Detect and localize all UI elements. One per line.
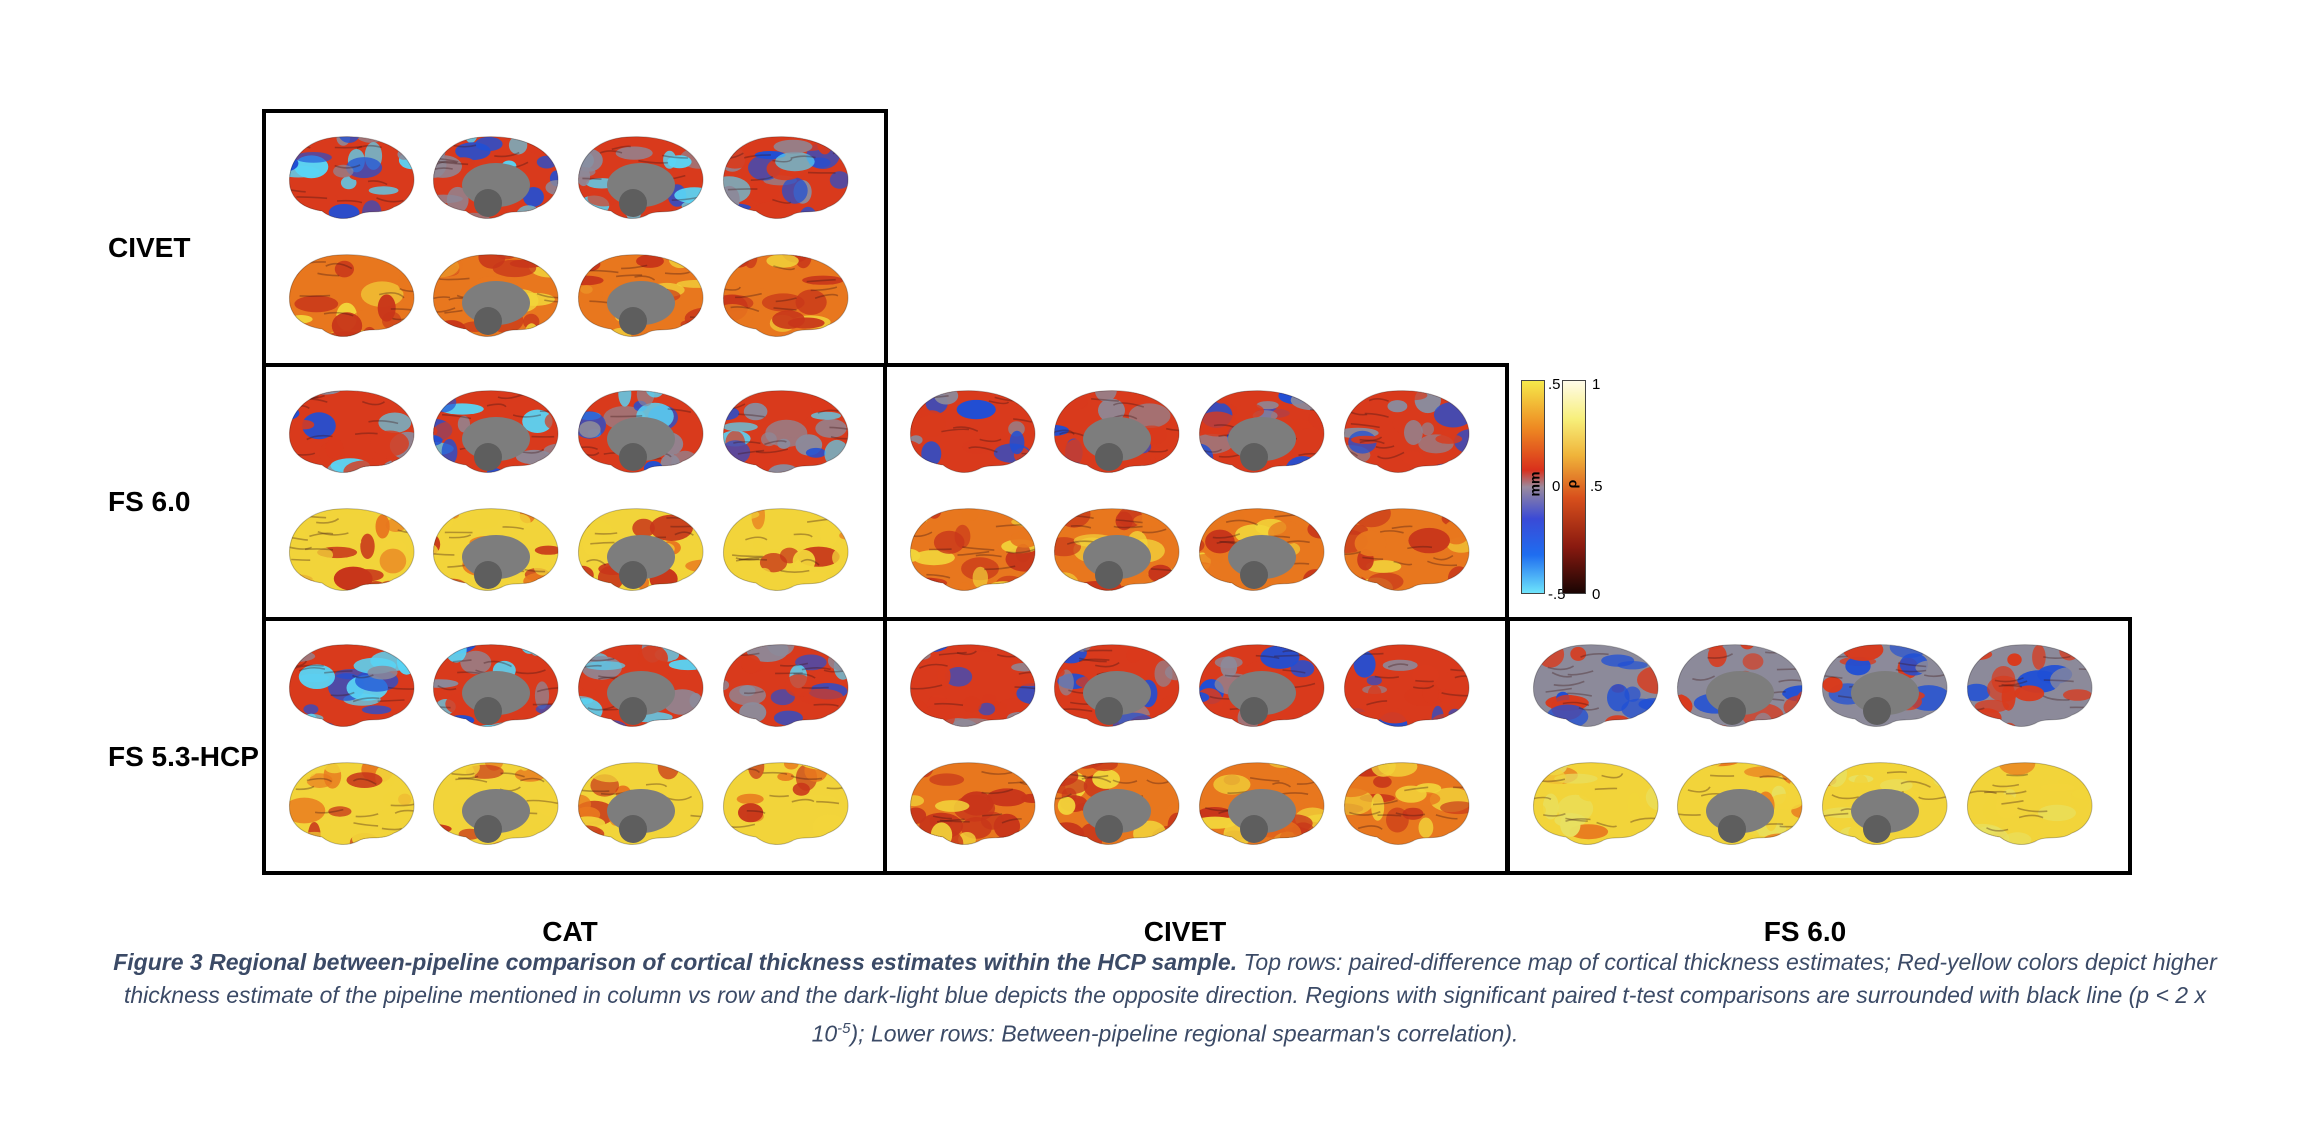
- correlation-map-1: [903, 755, 1039, 851]
- correlation-map-2: [426, 247, 562, 343]
- correlation-map-2: [426, 755, 562, 851]
- correlation-map-1: [282, 501, 418, 597]
- colorbar-corr-min: 0: [1592, 586, 1601, 603]
- difference-map-1: [282, 129, 418, 225]
- colorbar-diff-mid: 0: [1552, 478, 1561, 495]
- difference-map-3: [571, 383, 707, 479]
- difference-map-3: [1815, 637, 1951, 733]
- panel-fs-5-3-hcp-vs-cat: [262, 617, 888, 875]
- caption-text-1: Top rows: paired-difference map of corti…: [124, 949, 2217, 1047]
- difference-map-1: [282, 383, 418, 479]
- colorbar-diff-max: .5: [1548, 376, 1561, 393]
- difference-map-2: [426, 637, 562, 733]
- difference-map-1: [282, 637, 418, 733]
- correlation-map-4: [716, 501, 852, 597]
- correlation-map-1: [282, 247, 418, 343]
- difference-map-3: [571, 129, 707, 225]
- difference-map-4: [1337, 383, 1473, 479]
- difference-map-2: [1047, 637, 1183, 733]
- correlation-map-1: [282, 755, 418, 851]
- row-label-fs53hcp: FS 5.3-HCP: [108, 741, 259, 772]
- correlation-map-2: [426, 501, 562, 597]
- panel-civet-vs-cat: [262, 109, 888, 367]
- panel-fs-5-3-hcp-vs-fs-6-0: [1506, 617, 2132, 875]
- caption-text-2: ); Lower rows: Between-pipeline regional…: [850, 1020, 1519, 1047]
- correlation-map-3: [1815, 755, 1951, 851]
- correlation-map-2: [1047, 501, 1183, 597]
- colorbar-corr-unit: ρ: [1563, 479, 1580, 489]
- difference-map-3: [571, 637, 707, 733]
- panel-fs-6-0-vs-civet: [883, 363, 1509, 621]
- figure-caption: Figure 3 Regional between-pipeline compa…: [110, 946, 2220, 1051]
- difference-map-4: [1337, 637, 1473, 733]
- difference-map-4: [716, 383, 852, 479]
- colorbar-corr-mid: .5: [1590, 478, 1603, 495]
- difference-map-4: [716, 637, 852, 733]
- panel-fs-5-3-hcp-vs-civet: [883, 617, 1509, 875]
- difference-map-3: [1192, 383, 1328, 479]
- correlation-map-3: [1192, 755, 1328, 851]
- correlation-map-4: [1337, 501, 1473, 597]
- correlation-map-4: [716, 247, 852, 343]
- difference-map-2: [426, 129, 562, 225]
- difference-map-2: [426, 383, 562, 479]
- difference-map-1: [903, 383, 1039, 479]
- difference-map-1: [1526, 637, 1662, 733]
- col-label-cat: CAT: [542, 916, 598, 947]
- correlation-map-3: [571, 755, 707, 851]
- difference-map-1: [903, 637, 1039, 733]
- correlation-map-4: [1960, 755, 2096, 851]
- colorbar-corr-gradient: [1562, 380, 1586, 594]
- correlation-map-3: [571, 501, 707, 597]
- row-label-civet: CIVET: [108, 232, 191, 263]
- difference-map-2: [1047, 383, 1183, 479]
- difference-map-4: [1960, 637, 2096, 733]
- colorbar-corr-max: 1: [1592, 376, 1601, 393]
- correlation-map-2: [1047, 755, 1183, 851]
- correlation-map-3: [1192, 501, 1328, 597]
- colorbar-diff-gradient: [1521, 380, 1545, 594]
- colorbar-diff-unit: mm: [1526, 471, 1543, 497]
- correlation-map-4: [1337, 755, 1473, 851]
- col-label-fs60: FS 6.0: [1763, 916, 1847, 947]
- correlation-map-4: [716, 755, 852, 851]
- caption-superscript: -5: [837, 1020, 851, 1037]
- difference-map-4: [716, 129, 852, 225]
- correlation-map-1: [1526, 755, 1662, 851]
- correlation-map-3: [571, 247, 707, 343]
- correlation-map-2: [1670, 755, 1806, 851]
- panel-fs-6-0-vs-cat: [262, 363, 888, 621]
- difference-map-2: [1670, 637, 1806, 733]
- difference-map-3: [1192, 637, 1328, 733]
- colorbar-diff-min: -.5: [1548, 586, 1566, 603]
- row-label-fs60: FS 6.0: [108, 486, 191, 517]
- correlation-map-1: [903, 501, 1039, 597]
- col-label-civet: CIVET: [1143, 916, 1227, 947]
- caption-title: Figure 3 Regional between-pipeline compa…: [113, 949, 1238, 975]
